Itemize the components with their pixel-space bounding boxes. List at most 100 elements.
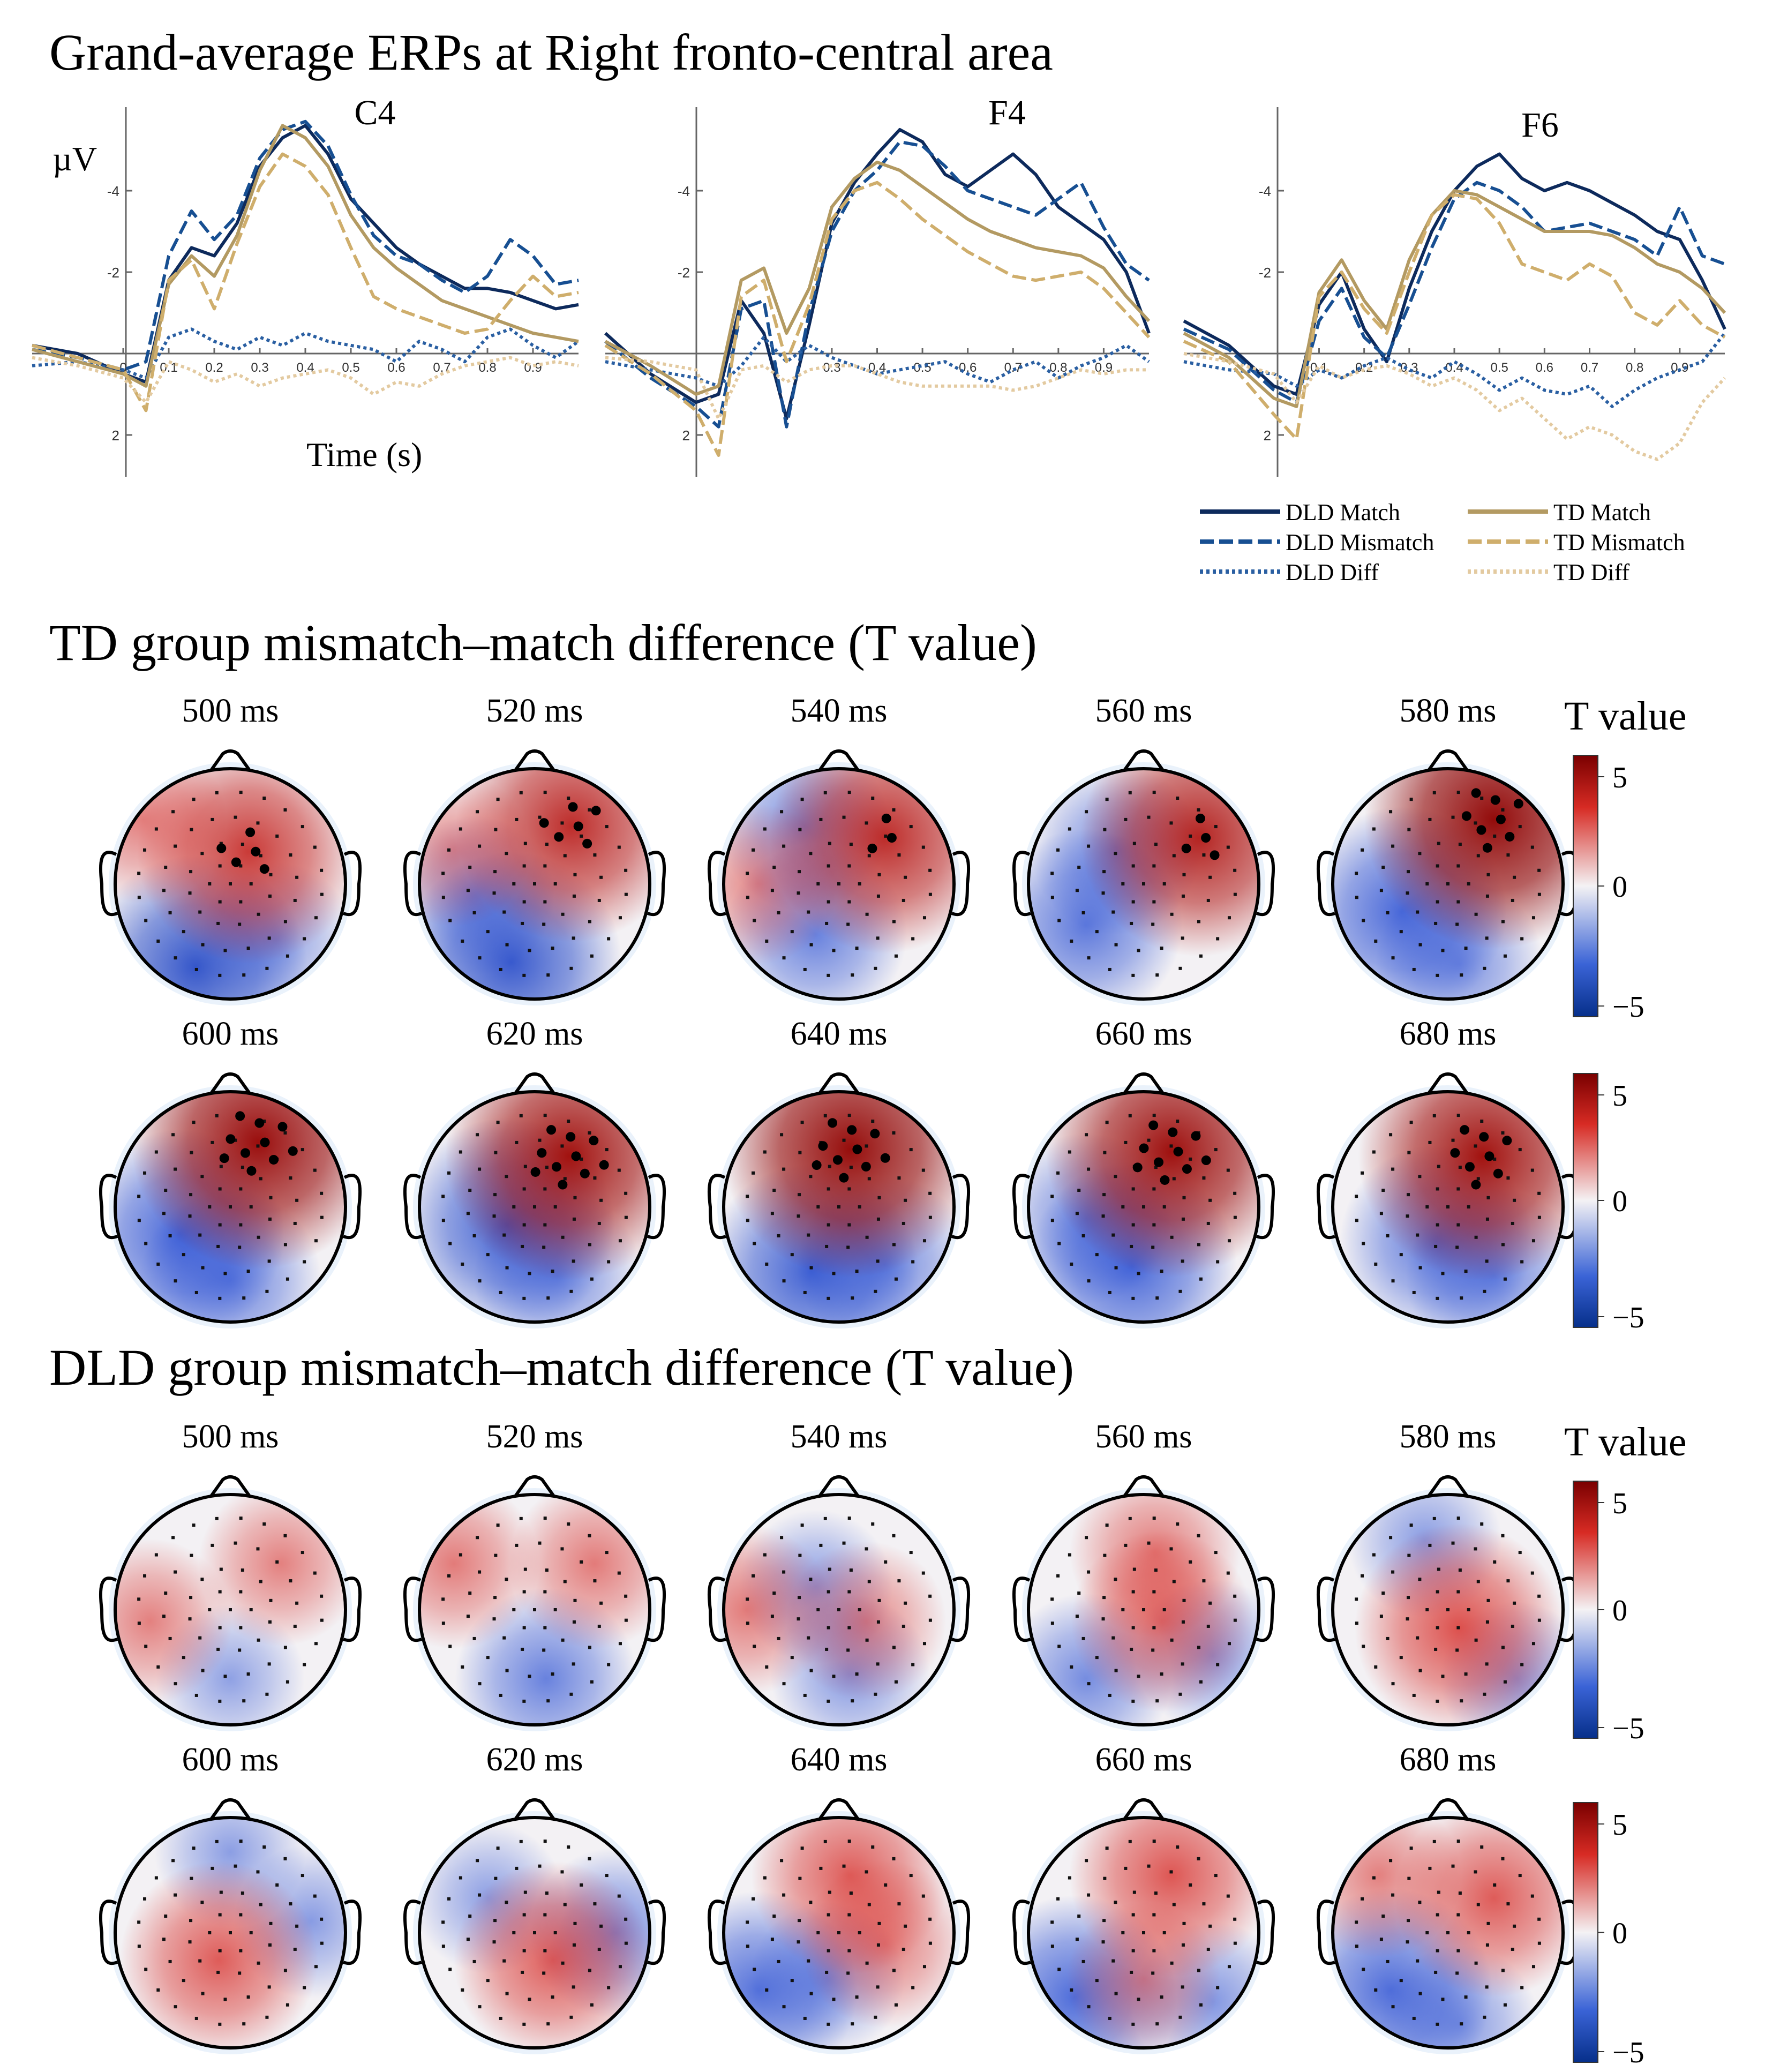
electrode-marker bbox=[218, 1187, 222, 1191]
electrode-marker bbox=[599, 875, 603, 879]
electrode-marker bbox=[1227, 1965, 1231, 1969]
dld-section-title: DLD group mismatch–match difference (T v… bbox=[49, 1339, 1074, 1396]
electrode-marker bbox=[772, 1189, 776, 1192]
electrode-marker bbox=[902, 898, 905, 902]
topomap: 640 ms bbox=[707, 1016, 971, 1328]
legend-label-td-mismatch: TD Mismatch bbox=[1553, 529, 1685, 555]
electrode-marker bbox=[904, 1601, 907, 1605]
electrode-marker bbox=[1451, 815, 1455, 819]
significant-electrode-marker bbox=[259, 864, 269, 874]
electrode-marker bbox=[1111, 1636, 1115, 1640]
electrode-marker bbox=[301, 825, 304, 829]
nose-outline bbox=[514, 1475, 555, 1497]
electrode-marker bbox=[1233, 892, 1237, 896]
electrode-marker bbox=[1131, 1223, 1135, 1227]
positive-t-region bbox=[115, 769, 227, 904]
electrode-marker bbox=[828, 1567, 831, 1571]
electrode-marker bbox=[897, 1176, 901, 1180]
electrode-marker bbox=[746, 1219, 749, 1222]
significant-electrode-marker bbox=[1154, 1157, 1164, 1167]
legend-label-dld-mismatch: DLD Mismatch bbox=[1286, 529, 1434, 555]
electrode-marker bbox=[441, 1597, 445, 1601]
electrode-marker bbox=[144, 919, 148, 922]
electrode-marker bbox=[137, 896, 141, 899]
electrode-marker bbox=[543, 791, 547, 794]
electrode-marker bbox=[846, 1245, 850, 1249]
electrode-marker bbox=[1436, 1296, 1439, 1300]
electrode-marker bbox=[904, 875, 907, 879]
electrode-marker bbox=[617, 1571, 621, 1575]
electrode-marker bbox=[800, 1846, 804, 1850]
electrode-marker bbox=[543, 900, 547, 904]
topomap-time-label: 640 ms bbox=[791, 1741, 888, 1778]
electrode-marker bbox=[1416, 1959, 1419, 1963]
electrode-marker bbox=[242, 1699, 246, 1703]
electrode-marker bbox=[542, 1245, 546, 1249]
significant-electrode-marker bbox=[1460, 1125, 1470, 1135]
positive-t-region bbox=[724, 1092, 954, 1278]
electrode-marker bbox=[156, 1988, 160, 1992]
electrode-marker bbox=[1467, 882, 1470, 885]
electrode-marker bbox=[1456, 1913, 1460, 1917]
electrode-marker bbox=[168, 1960, 172, 1963]
electrode-marker bbox=[174, 1570, 177, 1574]
electrode-marker bbox=[874, 2015, 877, 2019]
electrode-marker bbox=[928, 1917, 932, 1921]
electrode-marker bbox=[468, 1189, 472, 1192]
electrode-marker bbox=[267, 1985, 271, 1989]
significant-electrode-marker bbox=[268, 1154, 279, 1165]
nose-outline bbox=[1123, 1072, 1165, 1094]
electrode-marker bbox=[1226, 1168, 1230, 1172]
topomap: 620 ms bbox=[403, 1741, 666, 2054]
electrode-marker bbox=[1361, 848, 1364, 852]
significant-electrode-marker bbox=[1182, 1164, 1192, 1174]
electrode-marker bbox=[1432, 1840, 1436, 1843]
electrode-marker bbox=[242, 973, 246, 977]
electrode-marker bbox=[1409, 1121, 1413, 1124]
electrode-marker bbox=[1108, 1290, 1111, 1294]
electrode-marker bbox=[1087, 956, 1091, 960]
electrode-marker bbox=[1206, 1624, 1210, 1628]
electrode-marker bbox=[154, 1150, 158, 1154]
electrode-marker bbox=[519, 791, 523, 794]
electrode-marker bbox=[313, 1894, 317, 1898]
electrode-marker bbox=[1131, 1913, 1135, 1917]
electrode-marker bbox=[865, 1638, 869, 1642]
right-ear-outline bbox=[342, 1576, 362, 1642]
electrode-marker bbox=[238, 1971, 242, 1975]
electrode-marker bbox=[780, 1133, 784, 1137]
electrode-marker bbox=[572, 936, 575, 940]
electrode-marker bbox=[1132, 842, 1136, 845]
electrode-marker bbox=[772, 1591, 776, 1595]
y-tick-label: 2 bbox=[682, 427, 690, 444]
electrode-marker bbox=[849, 1568, 853, 1572]
electrode-marker bbox=[607, 937, 611, 941]
electrode-marker bbox=[259, 1580, 262, 1583]
electrode-marker bbox=[1105, 1846, 1109, 1850]
electrode-marker bbox=[746, 1945, 749, 1948]
electrode-marker bbox=[283, 1857, 287, 1860]
electrode-marker bbox=[1379, 1212, 1383, 1215]
topomap: 600 ms bbox=[99, 1016, 362, 1328]
electrode-marker bbox=[216, 1647, 220, 1651]
electrode-marker bbox=[229, 882, 232, 885]
electrode-marker bbox=[192, 798, 196, 801]
electrode-marker bbox=[168, 911, 172, 914]
topomap: 680 ms bbox=[1316, 1741, 1580, 2054]
electrode-marker bbox=[1501, 920, 1505, 924]
topomap-time-label: 500 ms bbox=[182, 693, 279, 729]
electrode-marker bbox=[522, 973, 526, 977]
electrode-marker bbox=[1085, 1536, 1088, 1540]
electrode-marker bbox=[1176, 1120, 1180, 1123]
electrode-marker bbox=[1147, 815, 1151, 819]
electrode-marker bbox=[1152, 1840, 1156, 1843]
electrode-marker bbox=[275, 1883, 279, 1887]
electrode-marker bbox=[1169, 1547, 1173, 1551]
electrode-marker bbox=[909, 1148, 913, 1152]
electrode-marker bbox=[1075, 889, 1079, 892]
electrode-marker bbox=[1460, 1699, 1463, 1703]
electrode-marker bbox=[837, 1931, 840, 1934]
electrode-marker bbox=[494, 1151, 498, 1154]
electrode-marker bbox=[164, 1915, 168, 1918]
electrode-marker bbox=[1152, 1626, 1156, 1630]
